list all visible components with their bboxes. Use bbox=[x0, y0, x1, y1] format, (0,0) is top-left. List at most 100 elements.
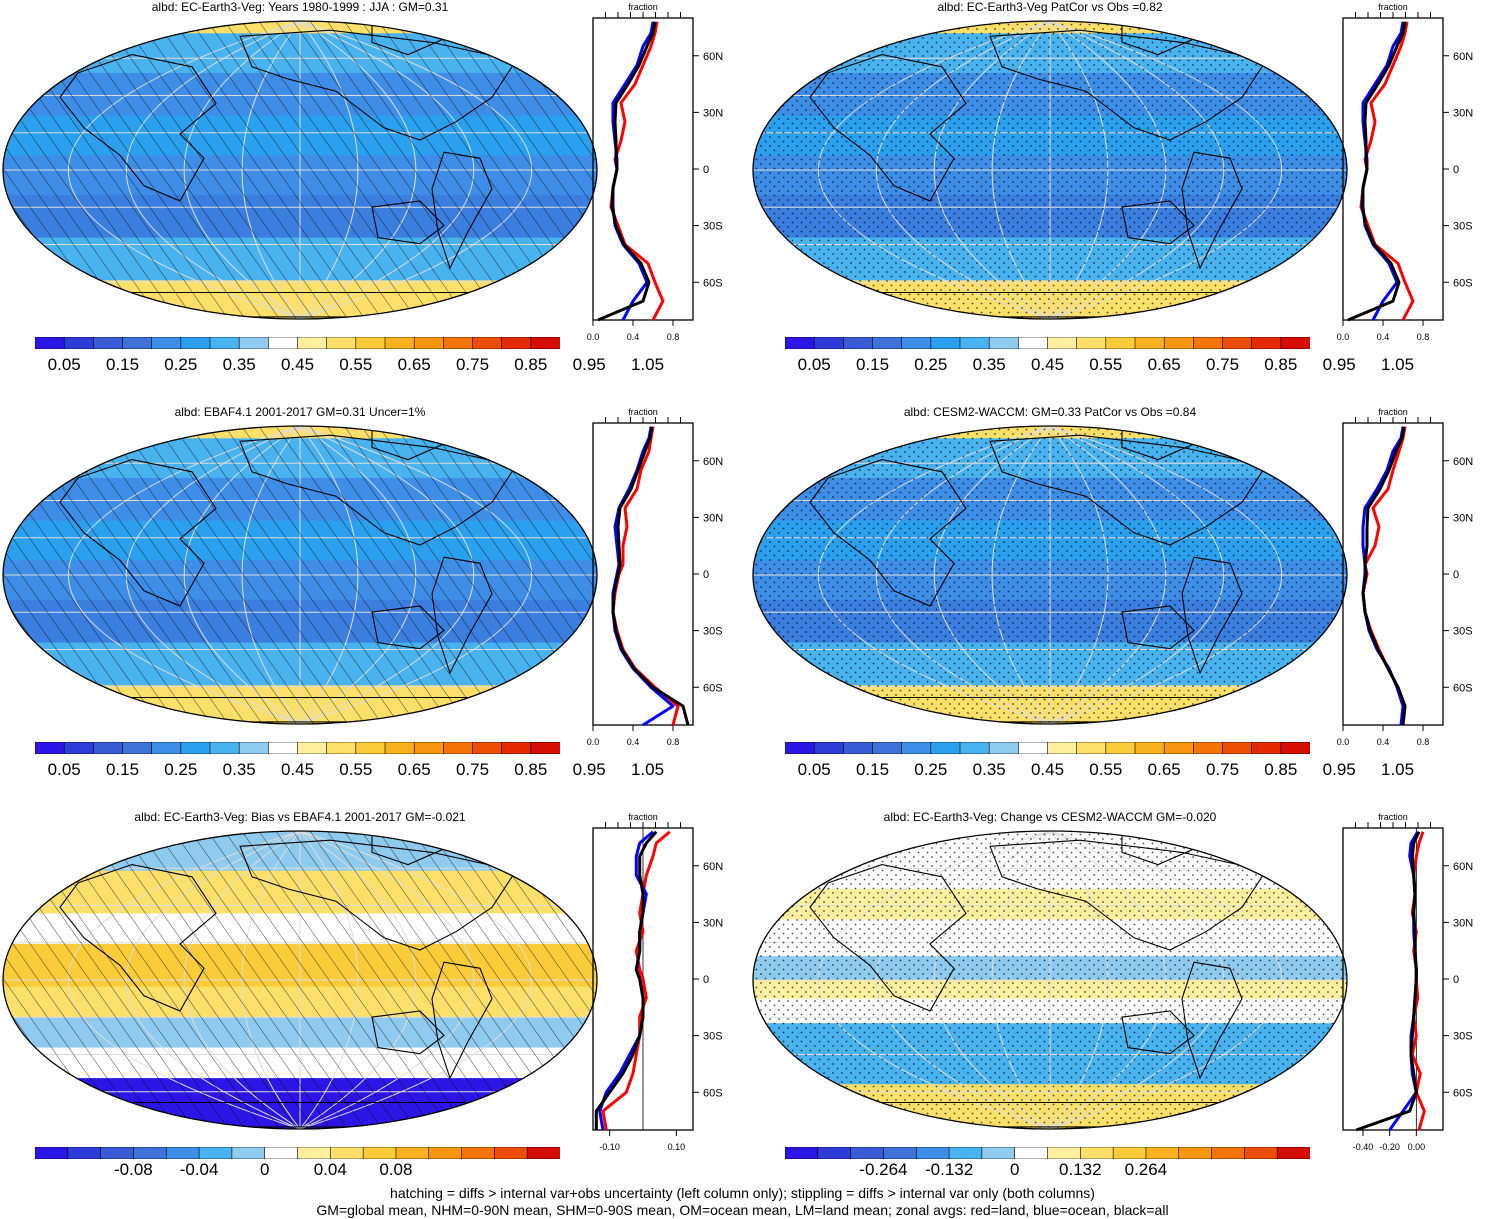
colorbar-swatch bbox=[326, 742, 357, 754]
colorbar-swatch bbox=[268, 337, 299, 349]
zonal-y-tick-label: 60S bbox=[703, 277, 723, 289]
map-outline bbox=[752, 20, 1348, 320]
colorbar-swatch bbox=[1222, 742, 1253, 754]
colorbar-swatch bbox=[264, 1147, 299, 1159]
colorbar-label: 0.75 bbox=[455, 355, 490, 374]
colorbar-label: 0.35 bbox=[972, 355, 1006, 374]
colorbar-swatch bbox=[813, 742, 844, 754]
colorbar-swatch bbox=[1047, 337, 1078, 349]
zonal-average-plot: fraction -0.10 0.10 60N 30N 0 30S 60S bbox=[592, 812, 723, 1152]
colorbar bbox=[35, 1147, 560, 1159]
colorbar-swatch bbox=[63, 742, 94, 754]
zonal-line-all bbox=[597, 21, 657, 322]
colorbar-swatch bbox=[901, 337, 932, 349]
colorbar-swatch bbox=[1163, 742, 1194, 754]
colorbar bbox=[35, 742, 560, 754]
zonal-y-tick-label: 0 bbox=[1453, 164, 1459, 176]
zonal-average-plot: fraction 0.0 0.4 0.8 60N 30N 0 30S 60S bbox=[1337, 407, 1473, 747]
colorbar-swatch bbox=[1280, 742, 1310, 754]
zonal-y-tick-label: 0 bbox=[703, 974, 709, 986]
colorbar-swatch bbox=[93, 742, 124, 754]
colorbar-label: 0.45 bbox=[1030, 355, 1065, 374]
zonal-xlabel: fraction bbox=[1378, 407, 1408, 417]
stippling-overlay bbox=[753, 21, 1347, 319]
colorbar-swatch bbox=[413, 337, 444, 349]
colorbar-label: 0.65 bbox=[1147, 760, 1181, 779]
colorbar-label: 0.75 bbox=[1205, 355, 1240, 374]
zonal-xlabel: fraction bbox=[1378, 812, 1408, 822]
colorbar-swatch bbox=[530, 337, 560, 349]
colorbar-label: 0.95 bbox=[1322, 760, 1356, 779]
zonal-x-tick-label: 0.8 bbox=[1417, 332, 1430, 342]
colorbar-label: 0.45 bbox=[1030, 760, 1065, 779]
colorbar-swatch bbox=[395, 1147, 430, 1159]
map-title: albd: EC-Earth3-Veg PatCor vs Obs =0.82 bbox=[937, 0, 1163, 14]
robinson-map bbox=[2, 830, 598, 1130]
colorbar-label: 0.75 bbox=[1205, 760, 1240, 779]
colorbar-swatch bbox=[817, 1147, 852, 1159]
zonal-y-tick-label: 0 bbox=[1453, 974, 1459, 986]
colorbar-labels: 0.05 0.15 0.25 0.35 0.45 0.55 0.65 0.75 0.85 0.95… bbox=[785, 355, 1414, 375]
zonal-y-tick-label: 30N bbox=[1453, 107, 1473, 119]
colorbar-label: 0.85 bbox=[514, 355, 548, 374]
colorbar-swatch bbox=[100, 1147, 135, 1159]
colorbar-label: 0.55 bbox=[1089, 760, 1123, 779]
colorbar-swatch bbox=[180, 742, 211, 754]
colorbar-swatch bbox=[843, 337, 874, 349]
colorbar-swatch bbox=[813, 337, 844, 349]
colorbar-label: 0.65 bbox=[1147, 355, 1181, 374]
zonal-y-tick-label: 30S bbox=[703, 1031, 723, 1043]
zonal-line-all bbox=[594, 830, 658, 1130]
zonal-line-ocean bbox=[611, 426, 675, 727]
zonal-y-tick-label: 60S bbox=[1453, 1087, 1473, 1099]
colorbar-label: 0.65 bbox=[397, 760, 431, 779]
colorbar-swatch bbox=[461, 1147, 495, 1159]
colorbar-label: 0.05 bbox=[47, 355, 81, 374]
colorbar-swatch bbox=[297, 742, 328, 754]
zonal-y-tick-label: 60N bbox=[703, 51, 723, 63]
map-title: albd: EC-Earth3-Veg: Years 1980-1999 : J… bbox=[151, 0, 449, 14]
zonal-y-tick-label: 60S bbox=[703, 682, 723, 694]
colorbar-swatch bbox=[165, 1147, 200, 1159]
zonal-x-tick-label: 0.0 bbox=[587, 737, 600, 747]
zonal-y-tick-label: 60S bbox=[1453, 682, 1473, 694]
zonal-xlabel: fraction bbox=[628, 812, 658, 822]
colorbar-swatch bbox=[472, 337, 503, 349]
colorbar-labels: -0.264 -0.132 0 0.132 0.264 bbox=[785, 1160, 1310, 1180]
colorbar-swatch bbox=[501, 742, 532, 754]
colorbar-labels: 0.05 0.15 0.25 0.35 0.45 0.55 0.65 0.75 0.85 0.95… bbox=[785, 760, 1414, 780]
colorbar-swatch bbox=[472, 742, 503, 754]
map-outline bbox=[752, 425, 1348, 725]
colorbar-label: 0.05 bbox=[797, 355, 831, 374]
map-outline bbox=[2, 20, 598, 320]
colorbar-swatch bbox=[1280, 337, 1310, 349]
colorbar-label: 0.25 bbox=[164, 760, 198, 779]
colorbar-swatch bbox=[1193, 742, 1224, 754]
colorbar-label: -0.08 bbox=[114, 1160, 153, 1179]
colorbar-swatch bbox=[1076, 337, 1107, 349]
zonal-x-tick-label: -0.10 bbox=[599, 1142, 620, 1152]
colorbar-swatch bbox=[93, 337, 124, 349]
robinson-map bbox=[752, 830, 1348, 1130]
footer-line-2: GM=global mean, NHM=0-90N mean, SHM=0-90… bbox=[316, 1202, 1169, 1218]
colorbar-label: 0.55 bbox=[339, 355, 373, 374]
colorbar-swatch bbox=[785, 1147, 819, 1159]
map-outline bbox=[2, 425, 598, 725]
colorbar-swatch bbox=[297, 337, 328, 349]
zonal-y-tick-label: 30S bbox=[1453, 626, 1473, 638]
footer-note: hatching = diffs > internal var+obs unce… bbox=[0, 1185, 1485, 1219]
colorbar-label: 0 bbox=[1009, 1160, 1020, 1179]
zonal-y-tick-label: 0 bbox=[1453, 569, 1459, 581]
colorbar-swatch bbox=[443, 742, 474, 754]
colorbar bbox=[35, 337, 560, 349]
colorbar-label: 1.05 bbox=[630, 355, 665, 374]
colorbar-swatch bbox=[1251, 742, 1282, 754]
zonal-line-all bbox=[1361, 426, 1407, 726]
zonal-y-tick-label: 60S bbox=[1453, 277, 1473, 289]
zonal-average-plot: fraction -0.40 -0.20 0.00 60N 30N 0 30S 60S bbox=[1342, 812, 1473, 1152]
zonal-average-plot: fraction 0.0 0.4 0.8 60N 30N 0 30S 60S bbox=[1337, 2, 1473, 342]
colorbar-label: 0.08 bbox=[379, 1160, 413, 1179]
zonal-average-plot: fraction 0.0 0.4 0.8 60N 30N 0 30S 60S bbox=[587, 407, 723, 747]
colorbar-swatch bbox=[35, 337, 65, 349]
colorbar-swatch bbox=[297, 1147, 331, 1159]
